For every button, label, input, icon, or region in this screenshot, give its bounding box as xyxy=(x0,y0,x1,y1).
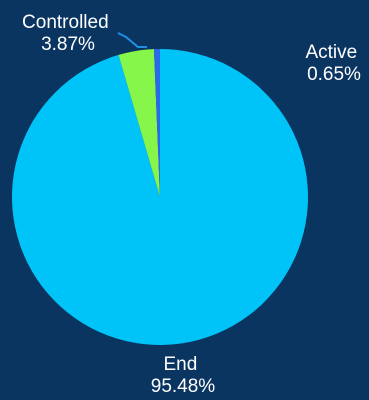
label-active-name: Active xyxy=(305,42,357,63)
label-end-name: End xyxy=(163,354,197,375)
leader-line-controlled xyxy=(117,32,147,48)
label-end: End 95.48% xyxy=(151,354,216,397)
label-controlled-name: Controlled xyxy=(22,12,109,33)
slice-active xyxy=(153,49,160,197)
label-controlled: Controlled 3.87% xyxy=(22,12,114,55)
label-active: Active 0.65% xyxy=(305,42,362,85)
label-controlled-percent: 3.87% xyxy=(41,34,95,55)
slice-controlled xyxy=(118,49,160,197)
label-active-percent: 0.65% xyxy=(307,64,361,85)
slices-layer xyxy=(11,49,308,345)
label-end-percent: 95.48% xyxy=(151,376,216,397)
